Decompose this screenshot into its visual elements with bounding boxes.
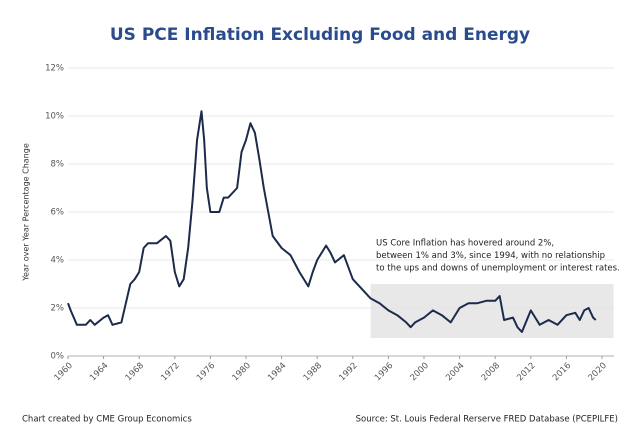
y-tick-label: 10% [45, 112, 64, 122]
y-axis-label: Year over Year Percentage Change [22, 143, 31, 282]
x-tick-label: 1968 [124, 361, 146, 383]
annotation: between 1% and 3%, since 1994, with no r… [376, 251, 605, 261]
x-tick-label: 1960 [53, 361, 75, 383]
x-tick-label: 1988 [302, 361, 324, 383]
y-tick-label: 8% [51, 160, 65, 170]
y-tick-label: 2% [51, 304, 65, 314]
x-tick-label: 2012 [515, 361, 537, 383]
shaded-region [370, 284, 614, 338]
x-tick-label: 1980 [231, 361, 253, 383]
y-tick-label: 6% [51, 208, 65, 218]
data-line [67, 110, 597, 333]
y-tick-label: 4% [51, 256, 65, 266]
footer-left: Chart created by CME Group Economics [22, 415, 192, 425]
x-tick-label: 1984 [266, 361, 288, 383]
x-tick-label: 1964 [88, 361, 110, 383]
annotation: to the ups and downs of unemployment or … [376, 264, 620, 274]
annotation: US Core Inflation has hovered around 2%, [376, 239, 554, 249]
x-tick-label: 2020 [587, 361, 609, 383]
footer-right: Source: St. Louis Federal Rerserve FRED … [356, 415, 618, 425]
x-tick-label: 1972 [159, 361, 181, 383]
x-tick-label: 2016 [551, 361, 573, 383]
x-tick-label: 1992 [337, 361, 359, 383]
y-tick-label: 12% [45, 64, 64, 74]
x-tick-label: 1996 [373, 361, 395, 383]
x-tick-label: 2004 [444, 361, 466, 383]
y-tick-label: 0% [51, 352, 65, 362]
x-tick-label: 2000 [409, 361, 431, 383]
chart-title: US PCE Inflation Excluding Food and Ener… [110, 25, 530, 45]
x-tick-label: 2008 [480, 361, 502, 383]
x-tick-label: 1976 [195, 361, 217, 383]
